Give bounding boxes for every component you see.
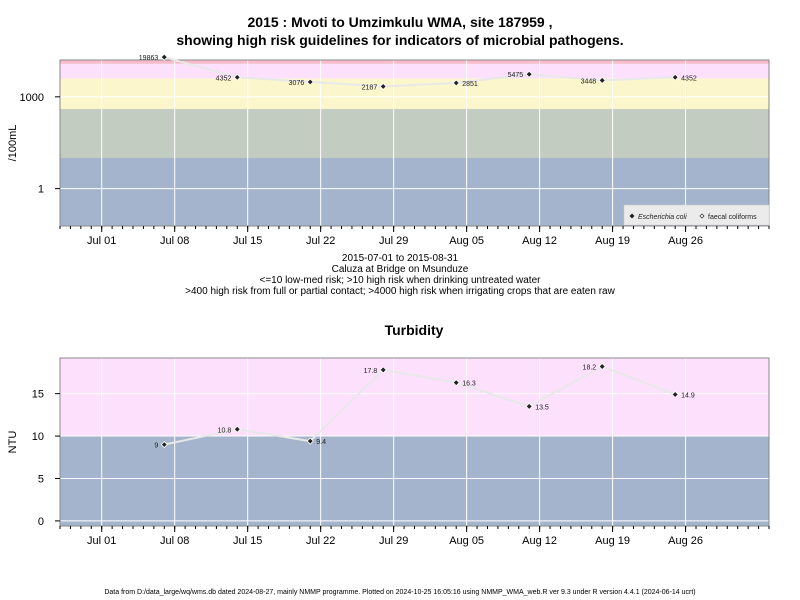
x-tick-label-2-2: Jul 08	[160, 535, 189, 547]
y-tick-label-1-2: 1000	[20, 92, 44, 104]
data-label-1-5: 2851	[462, 81, 478, 88]
data-label-2-4: 17.8	[364, 368, 378, 375]
data-label-2-3: 9.4	[316, 439, 326, 446]
series-line-1-1	[163, 56, 676, 88]
data-point-1-2	[233, 73, 241, 81]
data-label-2-7: 18.2	[583, 364, 597, 371]
data-label-2-5: 16.3	[462, 381, 476, 388]
risk-band-2-2	[60, 358, 769, 437]
chart-title-line-1: 2015 : Mvoti to Umzimkulu WMA, site 1879…	[247, 14, 553, 30]
x-tick-label-2-3: Jul 15	[233, 535, 262, 547]
data-label-2-1: 9	[154, 443, 158, 450]
x-tick-label-2-8: Aug 19	[595, 535, 630, 547]
data-point-2-8	[671, 390, 679, 399]
data-point-2-3	[306, 437, 314, 445]
data-point-2-4	[379, 366, 387, 374]
site-name-caption: Caluza at Bridge on Msunduze	[331, 264, 469, 275]
data-point-2-1	[160, 440, 168, 449]
data-point-2-5	[452, 379, 460, 387]
data-label-1-8: 4352	[681, 75, 697, 82]
date-range-caption: 2015-07-01 to 2015-08-31	[341, 253, 459, 264]
y-axis-label-1: /100mL	[7, 125, 19, 162]
data-point-1-1	[160, 53, 168, 61]
data-point-1-6	[525, 70, 533, 78]
risk-band-1-5	[60, 60, 769, 64]
data-label-1-2: 4352	[216, 75, 232, 82]
data-label-1-3: 3076	[289, 80, 305, 87]
data-point-1-8	[671, 73, 679, 81]
x-tick-label-1-8: Aug 19	[595, 235, 630, 247]
data-label-2-8: 14.9	[681, 392, 695, 399]
x-tick-label-1-1: Jul 01	[87, 235, 116, 247]
legend-box	[623, 204, 770, 226]
data-point-2-6	[525, 402, 533, 410]
x-tick-label-2-6: Aug 05	[449, 535, 484, 547]
risk-band-1-4	[60, 63, 769, 79]
series-line-2-1	[164, 365, 676, 446]
footer-note: Data from D:/data_large/wq/wms.db dated …	[104, 589, 696, 596]
x-tick-label-1-5: Jul 29	[379, 235, 408, 247]
x-tick-label-1-9: Aug 26	[668, 235, 703, 247]
data-point-1-3	[306, 78, 314, 86]
data-label-1-1: 19863	[139, 55, 159, 62]
data-label-1-7: 3448	[581, 78, 597, 85]
y-tick-label-2-1: 0	[38, 516, 44, 528]
legend-marker-1	[629, 213, 635, 219]
y-tick-label-2-3: 10	[32, 431, 44, 443]
x-tick-label-1-3: Jul 15	[233, 235, 262, 247]
legend-label-2: faecal coliforms	[708, 214, 757, 221]
x-tick-label-1-7: Aug 12	[522, 235, 557, 247]
x-tick-label-2-9: Aug 26	[668, 535, 703, 547]
y-tick-label-2-2: 5	[38, 473, 44, 485]
chart-title-line-2: showing high risk guidelines for indicat…	[176, 32, 624, 48]
data-point-2-7	[598, 362, 606, 371]
data-label-2-6: 13.5	[535, 404, 549, 411]
risk-band-2-1	[60, 436, 769, 526]
x-tick-label-2-1: Jul 01	[87, 535, 116, 547]
x-tick-label-1-6: Aug 05	[449, 235, 484, 247]
guideline-caption-2: >400 high risk from full or partial cont…	[185, 286, 615, 297]
x-tick-label-1-2: Jul 08	[160, 235, 189, 247]
y-axis-label-2: NTU	[7, 431, 19, 454]
risk-band-1-3	[60, 78, 769, 110]
x-tick-label-2-7: Aug 12	[522, 535, 557, 547]
x-tick-label-2-4: Jul 22	[306, 535, 335, 547]
y-tick-label-2-4: 15	[32, 389, 44, 401]
legend-marker-2	[699, 213, 705, 219]
x-tick-label-1-4: Jul 22	[306, 235, 335, 247]
guideline-caption-1: <=10 low-med risk; >10 high risk when dr…	[259, 275, 541, 286]
data-point-2-2	[233, 425, 241, 433]
data-point-1-4	[379, 82, 387, 91]
y-tick-label-1-1: 1	[38, 184, 44, 196]
x-tick-label-2-5: Jul 29	[379, 535, 408, 547]
data-label-2-2: 10.8	[218, 427, 232, 434]
data-point-1-5	[452, 79, 460, 87]
data-label-1-4: 2187	[362, 84, 378, 91]
risk-band-1-2	[60, 109, 769, 159]
data-point-1-7	[598, 76, 606, 84]
legend-label-1: Escherichia coli	[638, 214, 687, 221]
data-label-1-6: 5475	[508, 72, 524, 79]
panel-title-2: Turbidity	[385, 322, 444, 338]
